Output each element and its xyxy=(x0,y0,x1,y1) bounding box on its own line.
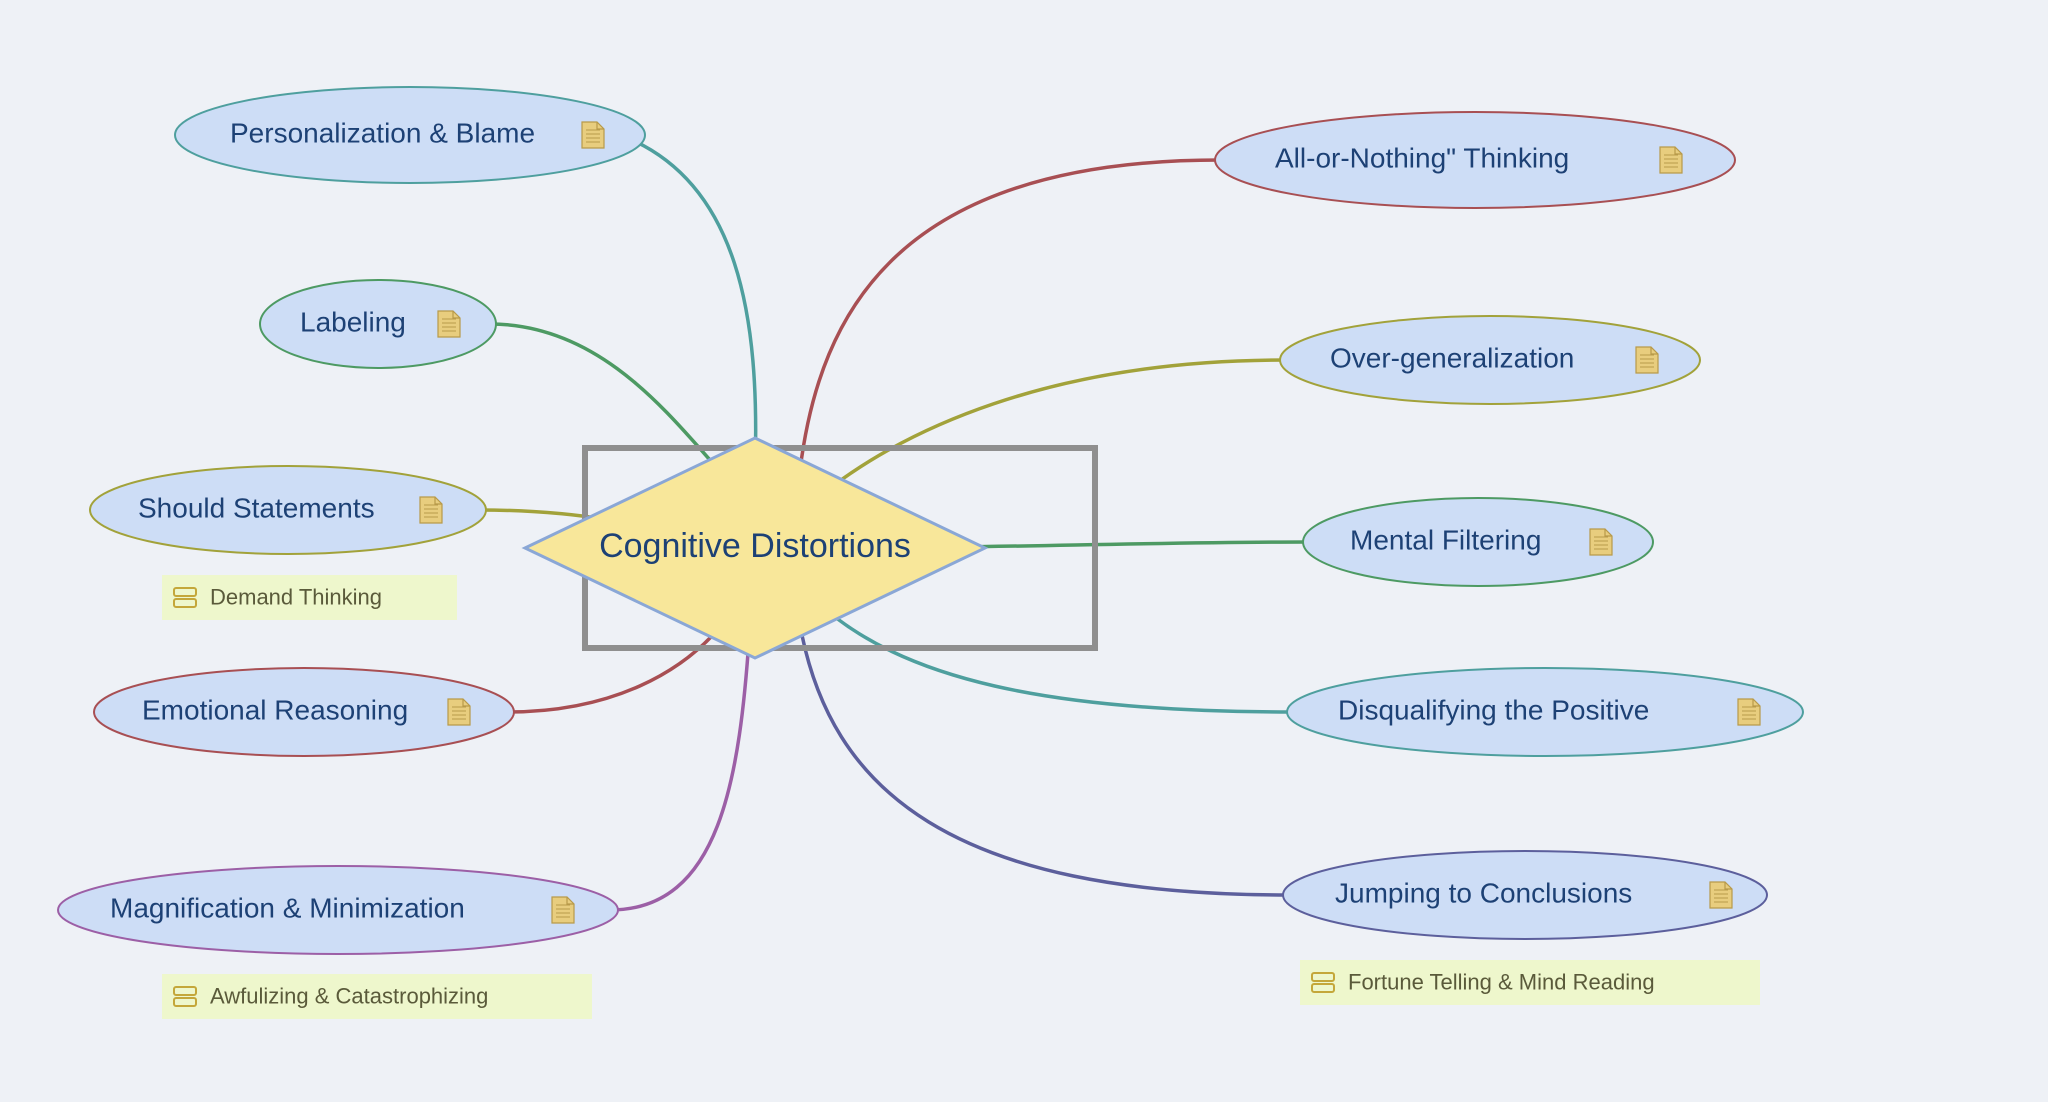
node-label: Personalization & Blame xyxy=(230,117,535,148)
node-emotional[interactable]: Emotional Reasoning xyxy=(94,668,514,756)
node-personalization[interactable]: Personalization & Blame xyxy=(175,87,645,183)
node-label: Jumping to Conclusions xyxy=(1335,877,1632,908)
node-label: Emotional Reasoning xyxy=(142,694,408,725)
connector-allornothing xyxy=(800,160,1220,470)
note-icon[interactable] xyxy=(552,897,574,923)
note-icon[interactable] xyxy=(582,122,604,148)
note-icon[interactable] xyxy=(420,497,442,523)
note-icon[interactable] xyxy=(1738,699,1760,725)
connector-disqualify xyxy=(815,600,1292,712)
node-magnification[interactable]: Magnification & Minimization xyxy=(58,866,618,954)
subtopic-should[interactable]: Demand Thinking xyxy=(162,575,457,620)
subtopic-jumping[interactable]: Fortune Telling & Mind Reading xyxy=(1300,960,1760,1005)
node-label: Over-generalization xyxy=(1330,342,1574,373)
node-disqualify[interactable]: Disqualifying the Positive xyxy=(1287,668,1803,756)
node-mentalfilter[interactable]: Mental Filtering xyxy=(1303,498,1653,586)
node-jumping[interactable]: Jumping to Conclusions xyxy=(1283,851,1767,939)
center-label: Cognitive Distortions xyxy=(599,527,911,565)
connector-jumping xyxy=(800,625,1288,895)
note-icon[interactable] xyxy=(1660,147,1682,173)
note-icon[interactable] xyxy=(1710,882,1732,908)
note-icon[interactable] xyxy=(448,699,470,725)
subtopic-label: Demand Thinking xyxy=(210,584,382,609)
center-node[interactable]: Cognitive Distortions xyxy=(525,438,985,658)
node-label: Mental Filtering xyxy=(1350,524,1541,555)
node-label: Should Statements xyxy=(138,492,375,523)
connector-magnification xyxy=(610,625,750,910)
node-label: Disqualifying the Positive xyxy=(1338,694,1649,725)
connector-personalization xyxy=(620,135,756,470)
subtopic-label: Awfulizing & Catastrophizing xyxy=(210,983,488,1008)
note-icon[interactable] xyxy=(438,311,460,337)
node-labeling[interactable]: Labeling xyxy=(260,280,496,368)
note-icon[interactable] xyxy=(1636,347,1658,373)
node-allornothing[interactable]: All-or-Nothing" Thinking xyxy=(1215,112,1735,208)
node-label: All-or-Nothing" Thinking xyxy=(1275,142,1569,173)
subtopic-label: Fortune Telling & Mind Reading xyxy=(1348,969,1655,994)
node-label: Magnification & Minimization xyxy=(110,892,465,923)
node-label: Labeling xyxy=(300,306,406,337)
subtopic-magnification[interactable]: Awfulizing & Catastrophizing xyxy=(162,974,592,1019)
connector-overgen xyxy=(815,360,1285,500)
node-overgen[interactable]: Over-generalization xyxy=(1280,316,1700,404)
note-icon[interactable] xyxy=(1590,529,1612,555)
node-should[interactable]: Should Statements xyxy=(90,466,486,554)
mindmap-canvas: Cognitive Distortions Personalization & … xyxy=(0,0,2048,1102)
